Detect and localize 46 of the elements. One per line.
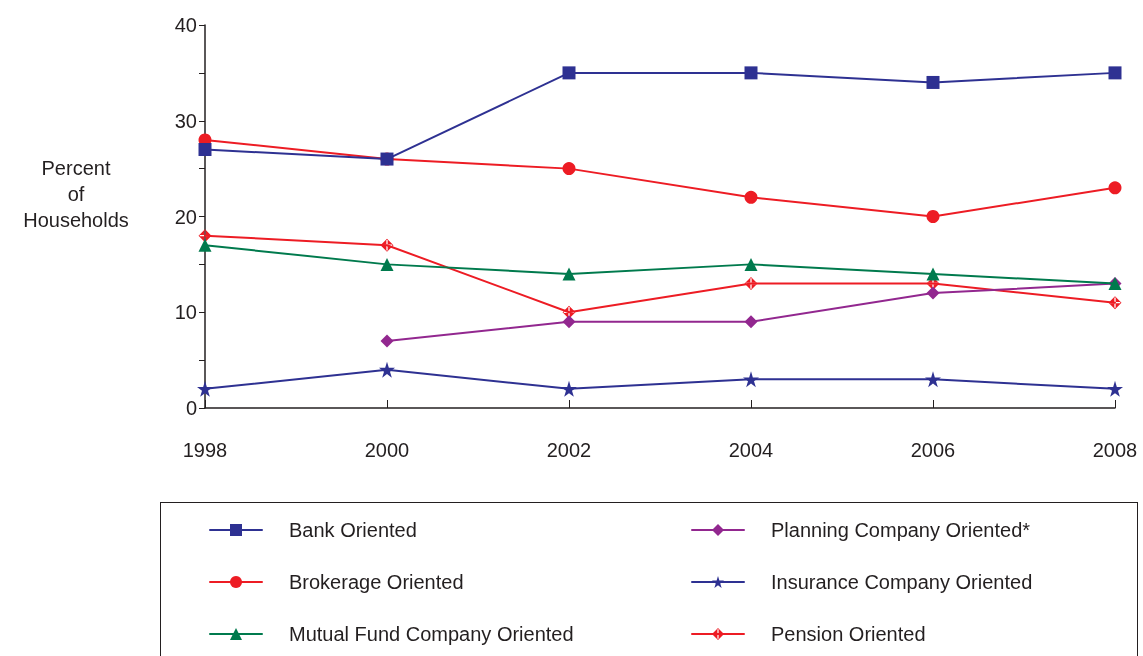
point	[1107, 380, 1123, 397]
point	[562, 305, 576, 319]
x-tick-label: 2002	[546, 439, 592, 461]
y-tick-label: 30	[174, 109, 197, 132]
point	[1108, 181, 1122, 195]
point	[744, 277, 758, 291]
point	[562, 66, 576, 80]
point	[926, 75, 940, 89]
y-tick-label: 20	[174, 205, 197, 228]
x-tick-label: 1998	[182, 439, 228, 461]
point	[561, 380, 577, 397]
legend-label: Bank Oriented	[289, 519, 417, 541]
legend-label: Mutual Fund Company Oriented	[289, 623, 574, 645]
x-tick-label: 2000	[364, 439, 410, 461]
point	[198, 142, 212, 156]
legend-label: Insurance Company Oriented	[771, 571, 1033, 593]
point	[743, 371, 759, 388]
x-tick-label: 2006	[910, 439, 956, 461]
x-tick-label: 2004	[728, 439, 774, 461]
legend-label: Brokerage Oriented	[289, 571, 464, 593]
point	[198, 238, 212, 252]
point	[744, 257, 758, 271]
legend-label: Pension Oriented	[771, 623, 926, 645]
y-tick-label: 0	[185, 397, 197, 419]
y-tick-label: 10	[174, 301, 197, 324]
point	[926, 286, 940, 300]
point	[380, 334, 394, 348]
point	[926, 210, 940, 223]
y-axis-title: Percent of Households	[23, 157, 129, 231]
point	[379, 361, 395, 378]
point	[562, 315, 576, 329]
legend-label: Planning Company Oriented*	[771, 519, 1031, 541]
point	[744, 66, 758, 80]
point	[197, 380, 213, 397]
point	[380, 257, 394, 271]
point	[1108, 296, 1122, 310]
point	[1108, 66, 1122, 80]
point	[562, 162, 576, 176]
point	[562, 267, 576, 281]
point	[744, 315, 758, 329]
point	[744, 190, 758, 204]
point	[925, 371, 941, 388]
point	[380, 238, 394, 252]
point	[926, 267, 940, 281]
y-tick-label: 40	[174, 14, 197, 36]
x-tick-label: 2008	[1092, 439, 1138, 461]
